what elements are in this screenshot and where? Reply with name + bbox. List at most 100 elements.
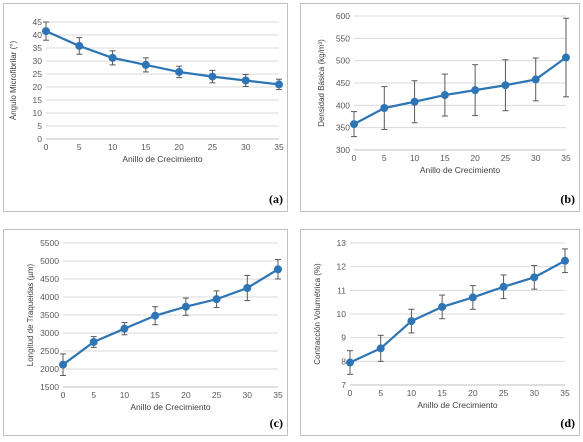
y-tick-label: 4500 <box>40 274 59 284</box>
x-tick-label: 30 <box>531 153 541 163</box>
y-tick-label: 600 <box>336 11 350 21</box>
x-tick-label: 35 <box>561 153 571 163</box>
x-tick-label: 10 <box>108 142 118 152</box>
y-tick-label: 400 <box>336 100 350 110</box>
x-tick-label: 15 <box>141 142 151 152</box>
data-point <box>530 273 538 281</box>
data-point <box>109 54 117 62</box>
data-point <box>346 359 354 367</box>
chart-d: 7 8 9 10 11 12 13 0 5 10 15 20 25 30 35 Anillo de Creci… <box>301 230 581 437</box>
data-point <box>120 325 128 333</box>
data-point <box>350 120 358 128</box>
data-point <box>208 73 216 81</box>
x-tick-label: 25 <box>208 142 218 152</box>
x-axis-title: Anillo de Crecimiento <box>122 154 203 164</box>
data-point <box>377 344 385 352</box>
y-tick-label: 35 <box>33 43 43 53</box>
x-axis-title: Anillo de Crecimiento <box>130 402 211 412</box>
data-point <box>441 91 449 99</box>
y-tick-label: 5500 <box>40 238 59 248</box>
panel-a: 0 5 10 15 20 25 30 35 40 45 0 5 10 15 20 25 30 35 Anillo d… <box>3 3 288 212</box>
y-axis-title: Longitud de Traqueidas (µm) <box>26 263 35 366</box>
data-point <box>500 283 508 291</box>
series-line <box>63 269 278 364</box>
y-tick-label: 30 <box>33 56 43 66</box>
data-point <box>411 98 419 106</box>
data-point <box>243 284 251 292</box>
x-tick-label: 15 <box>437 388 447 398</box>
data-point <box>562 54 570 62</box>
x-tick-label: 35 <box>273 390 283 400</box>
x-tick-label: 0 <box>352 153 357 163</box>
x-tick-label: 10 <box>120 390 130 400</box>
data-point <box>142 61 150 69</box>
panel-label-b: (b) <box>560 192 575 207</box>
y-tick-label: 4000 <box>40 292 59 302</box>
y-tick-label: 11 <box>337 285 346 295</box>
x-tick-label: 0 <box>61 390 66 400</box>
data-point <box>213 295 221 303</box>
x-tick-label: 5 <box>91 390 96 400</box>
y-axis-title: Contracción Volumétrica (%) <box>313 263 322 365</box>
data-point <box>469 293 477 301</box>
x-tick-label: 0 <box>348 388 353 398</box>
data-point <box>561 257 569 265</box>
y-tick-label: 3000 <box>40 328 59 338</box>
y-tick-label: 40 <box>33 30 43 40</box>
chart-a: 0 5 10 15 20 25 30 35 40 45 0 5 10 15 20 25 30 35 Anillo d… <box>4 4 289 213</box>
y-tick-label: 7 <box>341 380 346 390</box>
panel-label-a: (a) <box>269 192 283 207</box>
y-tick-label: 300 <box>336 145 350 155</box>
data-point <box>438 303 446 311</box>
y-tick-label: 0 <box>37 134 42 144</box>
x-tick-label: 0 <box>44 142 49 152</box>
y-tick-label: 2000 <box>40 364 59 374</box>
panel-b: 300 350 400 450 500 550 600 0 5 10 15 20 25 30 35 Anill… <box>300 3 580 212</box>
data-point <box>182 303 190 311</box>
x-tick-label: 30 <box>243 390 253 400</box>
x-tick-label: 20 <box>181 390 191 400</box>
data-point <box>275 80 283 88</box>
y-tick-label: 500 <box>336 56 350 66</box>
x-tick-label: 10 <box>407 388 417 398</box>
data-point <box>151 312 159 320</box>
x-tick-label: 5 <box>77 142 82 152</box>
y-tick-label: 5000 <box>40 256 59 266</box>
y-tick-label: 15 <box>33 95 43 105</box>
y-tick-label: 12 <box>337 262 347 272</box>
chart-c: 1500 2000 2500 3000 3500 4000 4500 5000 5500 0 5 10… <box>4 230 289 437</box>
y-tick-label: 550 <box>336 33 350 43</box>
data-point <box>42 27 50 35</box>
y-tick-label: 5 <box>37 121 42 131</box>
data-point <box>407 317 415 325</box>
y-tick-label: 20 <box>33 82 43 92</box>
data-point <box>90 338 98 346</box>
x-tick-label: 25 <box>501 153 511 163</box>
y-tick-label: 1500 <box>40 382 59 392</box>
y-tick-label: 2500 <box>40 346 59 356</box>
y-tick-label: 10 <box>337 309 347 319</box>
y-tick-label: 8 <box>341 356 346 366</box>
panel-d: 7 8 9 10 11 12 13 0 5 10 15 20 25 30 35 Anillo de Creci… <box>300 229 580 436</box>
data-point <box>75 42 83 50</box>
y-tick-label: 10 <box>33 108 43 118</box>
x-tick-label: 20 <box>470 153 480 163</box>
x-tick-label: 15 <box>150 390 160 400</box>
panel-c: 1500 2000 2500 3000 3500 4000 4500 5000 5500 0 5 10… <box>3 229 288 436</box>
data-point <box>274 265 282 273</box>
series-line <box>354 58 566 125</box>
data-point <box>242 77 250 85</box>
x-tick-label: 20 <box>468 388 478 398</box>
data-point <box>380 104 388 112</box>
x-tick-label: 25 <box>499 388 509 398</box>
y-tick-label: 13 <box>337 238 347 248</box>
y-tick-label: 350 <box>336 123 350 133</box>
panel-label-d: (d) <box>560 416 575 431</box>
x-tick-label: 35 <box>560 388 570 398</box>
x-tick-label: 35 <box>274 142 284 152</box>
y-tick-label: 9 <box>341 333 346 343</box>
y-axis-title: Densidad Básica (kg/m³) <box>317 39 326 127</box>
x-axis-title: Anillo de Crecimiento <box>420 165 501 175</box>
y-tick-label: 45 <box>33 17 43 27</box>
